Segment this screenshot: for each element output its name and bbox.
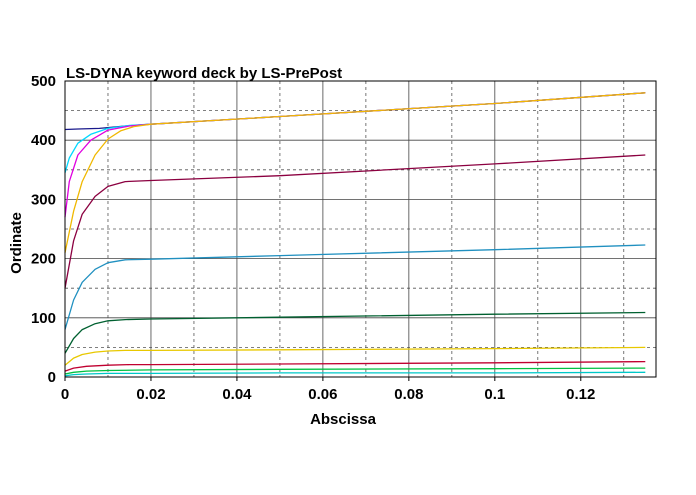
y-tick-label: 200 (31, 251, 56, 268)
x-axis-label: Abscissa (310, 411, 377, 428)
y-tick-label: 400 (31, 132, 56, 149)
series-line-10 (64, 367, 646, 375)
x-tick-label: 0.04 (222, 386, 252, 403)
series-line-2 (64, 92, 646, 173)
x-tick-label: 0.1 (484, 386, 505, 403)
x-tick-label: 0.06 (308, 386, 337, 403)
y-tick-label: 100 (31, 310, 56, 327)
chart-title: LS-DYNA keyword deck by LS-PrePost (66, 65, 342, 82)
grid (64, 80, 656, 378)
series-line-6 (64, 244, 646, 330)
y-tick-label: 500 (31, 73, 56, 90)
y-tick-label: 0 (48, 369, 56, 386)
series-line-9 (64, 360, 646, 372)
series-line-11 (64, 371, 646, 377)
tick-labels: 0 0.02 0.04 0.06 0.08 0.1 0.12 0 100 200 300 400 500 (31, 73, 595, 403)
x-tick-label: 0.12 (566, 386, 595, 403)
x-tick-label: 0.02 (136, 386, 165, 403)
series-line-8 (64, 346, 646, 366)
series-line-7 (64, 311, 646, 354)
series-line-4 (64, 92, 646, 253)
series-lines (64, 92, 646, 377)
y-axis-label: Ordinate (8, 212, 25, 274)
plot-frame (64, 80, 657, 378)
series-line-5 (64, 154, 646, 289)
y-tick-label: 300 (31, 191, 56, 208)
x-tick-label: 0.08 (394, 386, 423, 403)
x-tick-label: 0 (61, 386, 69, 403)
